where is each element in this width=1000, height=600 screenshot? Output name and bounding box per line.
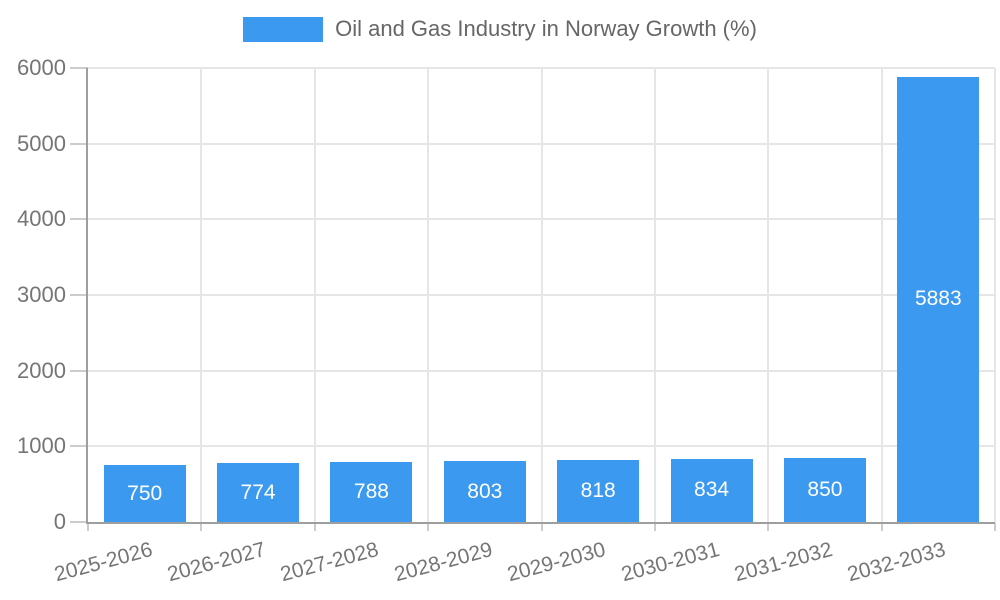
x-tick-mark bbox=[653, 523, 656, 531]
x-axis-line bbox=[86, 522, 995, 524]
bar[interactable] bbox=[443, 461, 526, 522]
y-axis-tick-label: 4000 bbox=[17, 206, 66, 232]
x-tick-mark bbox=[87, 523, 89, 531]
x-tick-mark bbox=[994, 523, 996, 531]
x-tick-mark bbox=[200, 523, 203, 531]
bar[interactable] bbox=[217, 463, 300, 522]
bar[interactable] bbox=[103, 465, 186, 522]
y-tick-mark bbox=[70, 521, 88, 523]
y-axis-line bbox=[86, 68, 88, 524]
y-tick-mark bbox=[70, 67, 88, 69]
x-tick-mark bbox=[880, 523, 883, 531]
bar[interactable] bbox=[670, 458, 753, 522]
x-gridline bbox=[994, 68, 996, 522]
x-tick-mark bbox=[767, 523, 770, 531]
bar[interactable] bbox=[557, 460, 640, 522]
chart-legend[interactable]: Oil and Gas Industry in Norway Growth (%… bbox=[0, 16, 1000, 42]
bar[interactable] bbox=[330, 462, 413, 522]
y-tick-mark bbox=[70, 369, 88, 372]
x-tick-mark bbox=[427, 523, 430, 531]
y-axis-tick-label: 1000 bbox=[17, 433, 66, 459]
x-tick-mark bbox=[540, 523, 543, 531]
bar[interactable] bbox=[783, 457, 866, 522]
x-tick-mark bbox=[313, 523, 316, 531]
y-tick-mark bbox=[70, 445, 88, 448]
x-gridline bbox=[313, 68, 316, 522]
y-axis-tick-label: 6000 bbox=[17, 55, 66, 80]
y-axis-tick-label: 3000 bbox=[17, 282, 66, 307]
x-gridline bbox=[653, 68, 656, 522]
x-gridline bbox=[767, 68, 770, 522]
y-tick-mark bbox=[70, 294, 88, 296]
y-tick-mark bbox=[70, 218, 88, 221]
x-gridline bbox=[427, 68, 430, 522]
bar[interactable] bbox=[897, 76, 980, 522]
x-gridline bbox=[880, 68, 883, 522]
legend-swatch-icon bbox=[243, 16, 324, 42]
x-gridline bbox=[540, 68, 543, 522]
y-axis-tick-label: 5000 bbox=[17, 130, 66, 156]
y-axis-tick-label: 2000 bbox=[17, 357, 66, 383]
legend-label: Oil and Gas Industry in Norway Growth (%… bbox=[335, 16, 757, 41]
y-axis-tick-label: 0 bbox=[53, 509, 66, 534]
x-gridline bbox=[200, 68, 203, 522]
y-tick-mark bbox=[70, 142, 88, 145]
